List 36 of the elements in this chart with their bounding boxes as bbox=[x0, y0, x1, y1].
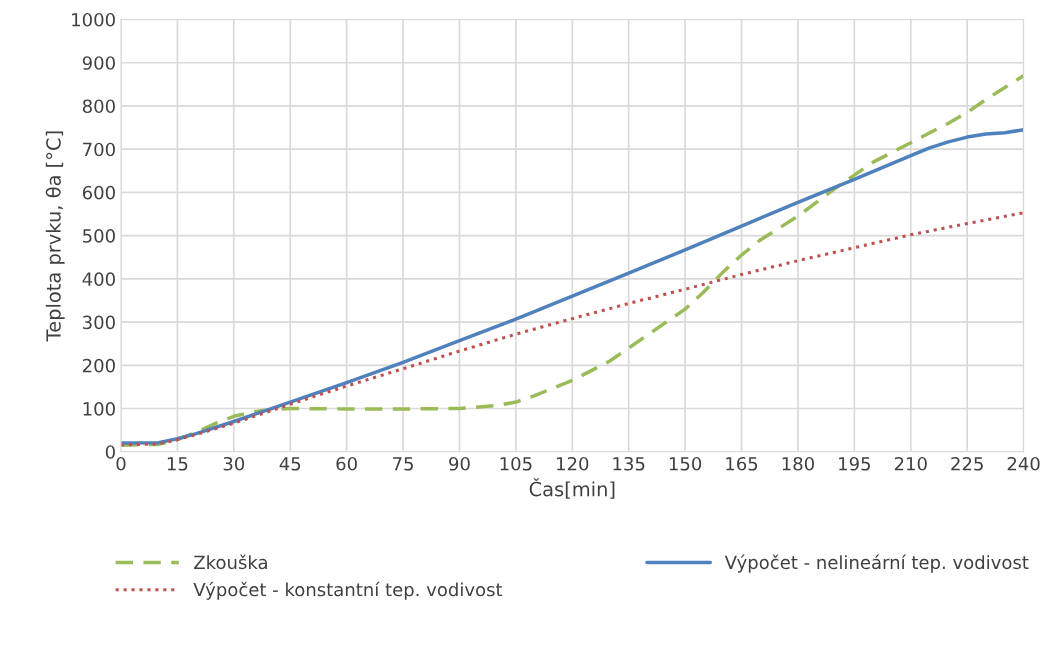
x-tick-label: 210 bbox=[894, 456, 927, 471]
y-tick-label: 600 bbox=[82, 185, 115, 200]
x-tick-label: 45 bbox=[279, 457, 301, 471]
y-tick-label: 900 bbox=[82, 56, 115, 70]
legend-label: Zkouška bbox=[194, 554, 267, 570]
line-series bbox=[120, 73, 1024, 448]
x-tick-label: 135 bbox=[613, 456, 645, 471]
x-tick-label: 180 bbox=[782, 456, 814, 471]
x-tick-label: 195 bbox=[839, 456, 871, 471]
line-series bbox=[120, 127, 1024, 445]
line-series bbox=[120, 211, 1024, 447]
x-tick-label: 120 bbox=[557, 456, 589, 471]
y-tick-label: 800 bbox=[82, 99, 115, 114]
y-tick-label: 300 bbox=[83, 315, 115, 330]
x-tick-label: 15 bbox=[167, 457, 188, 471]
y-axis-title: Teplota prvku, θa [°C] bbox=[45, 131, 65, 342]
x-tick-label: 240 bbox=[1007, 456, 1040, 471]
y-tick-label: 1000 bbox=[72, 12, 115, 27]
x-axis-title: Čas[min] bbox=[529, 478, 615, 499]
x-tick-label: 105 bbox=[500, 456, 532, 471]
y-tick-label: 700 bbox=[83, 142, 115, 157]
y-tick-label: 200 bbox=[82, 358, 115, 373]
x-tick-label: 225 bbox=[951, 456, 983, 471]
x-tick-label: 30 bbox=[223, 456, 245, 471]
x-tick-label: 60 bbox=[336, 456, 357, 471]
y-tick-label: 100 bbox=[83, 401, 115, 416]
y-tick-label: 0 bbox=[105, 445, 115, 459]
x-tick-label: 90 bbox=[449, 456, 470, 471]
legend-label: Výpočet - konstantní tep. vodivost bbox=[193, 581, 503, 600]
legend-label: Výpočet - nelineární tep. vodivost bbox=[724, 554, 1029, 573]
x-tick-label: 150 bbox=[669, 456, 702, 471]
x-tick-label: 75 bbox=[393, 457, 413, 471]
x-tick-label: 0 bbox=[116, 456, 126, 471]
x-tick-label: 165 bbox=[726, 456, 758, 471]
y-tick-label: 400 bbox=[82, 272, 115, 286]
y-tick-label: 500 bbox=[83, 229, 115, 243]
